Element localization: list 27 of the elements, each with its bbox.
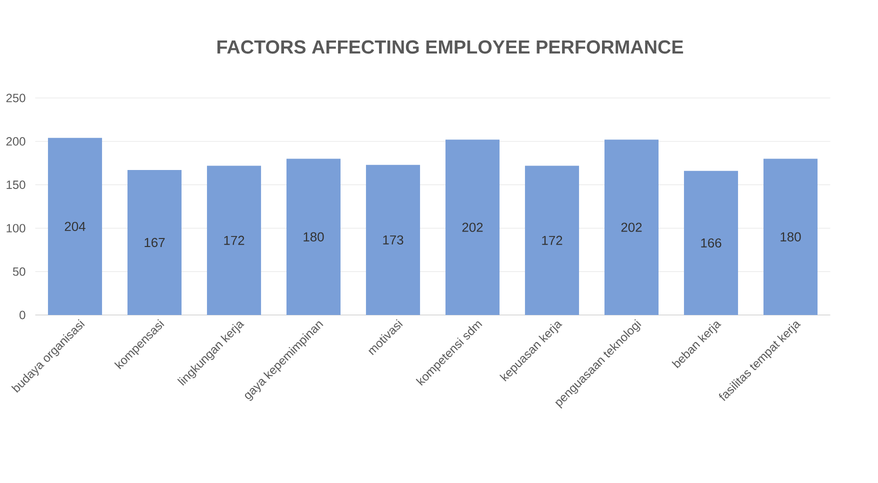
data-label: 202 xyxy=(621,222,642,232)
y-tick-label: 150 xyxy=(6,180,26,190)
data-label: 166 xyxy=(701,238,722,248)
bar xyxy=(127,170,182,315)
data-label: 173 xyxy=(383,235,404,244)
y-tick-label: 200 xyxy=(6,137,26,146)
bar xyxy=(604,140,659,315)
bar xyxy=(763,158,818,315)
bar xyxy=(366,164,420,315)
bar xyxy=(524,166,580,315)
data-label: 167 xyxy=(144,238,165,248)
data-label: 180 xyxy=(780,232,801,242)
bar xyxy=(286,158,341,315)
y-tick-label: 50 xyxy=(12,267,26,276)
y-tick-label: 100 xyxy=(6,224,26,232)
bar xyxy=(684,170,738,315)
bar xyxy=(206,166,262,315)
data-label: 204 xyxy=(64,222,86,232)
data-label: 172 xyxy=(542,236,562,245)
data-label: 202 xyxy=(462,222,483,232)
data-label: 172 xyxy=(224,236,244,245)
y-tick-label: 0 xyxy=(20,310,26,320)
y-tick-label: 250 xyxy=(6,94,26,102)
data-label: 180 xyxy=(304,232,324,242)
chart-title: FACTORS AFFECTING EMPLOYEE PERFORMANCE xyxy=(217,40,684,54)
bar xyxy=(48,138,102,315)
bar xyxy=(445,140,500,315)
